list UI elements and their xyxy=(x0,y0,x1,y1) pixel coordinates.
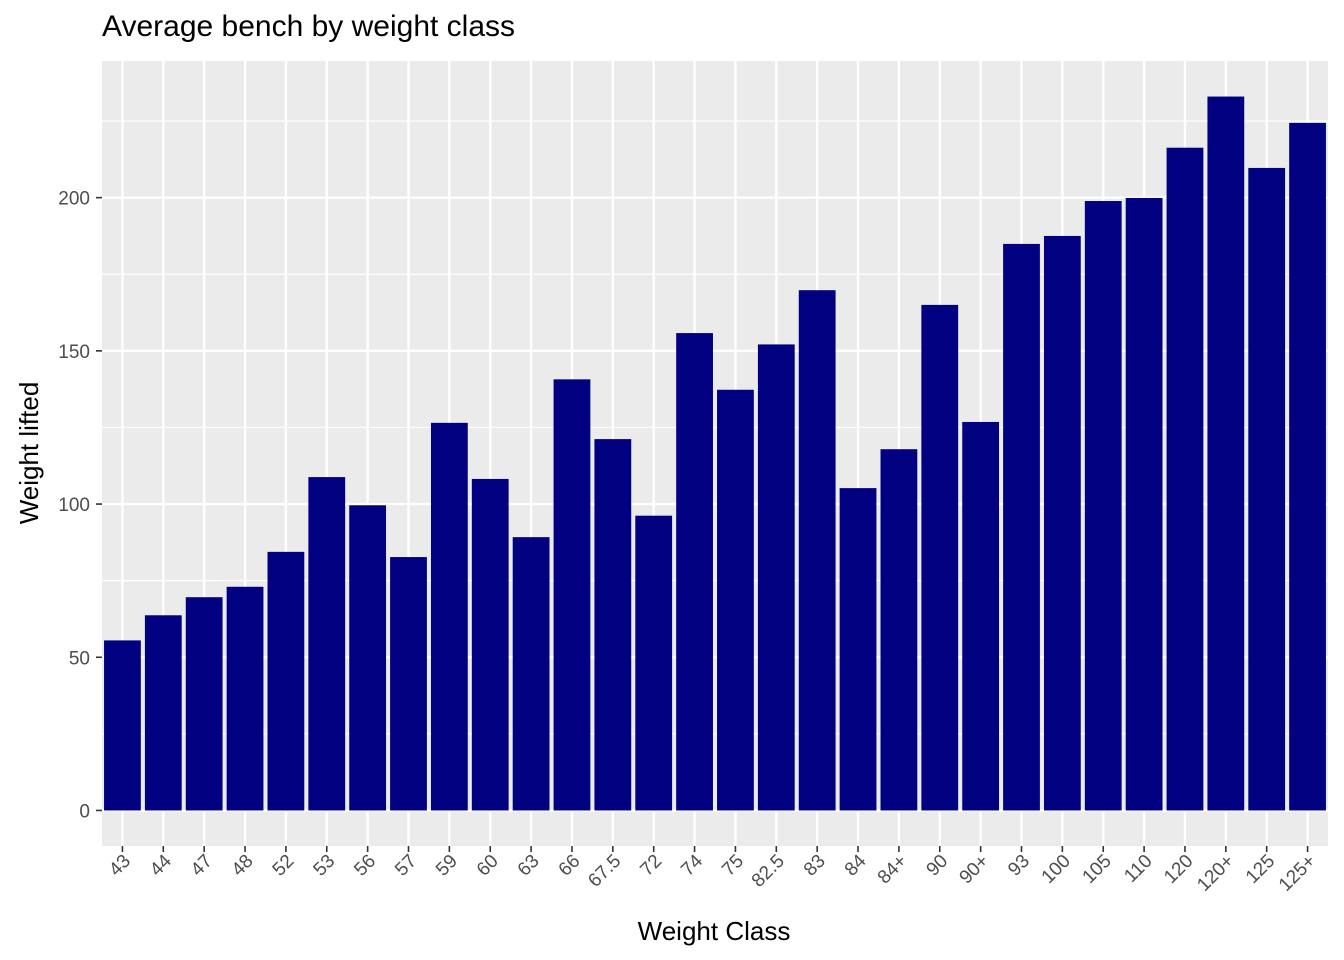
x-tick-label: 59 xyxy=(432,851,462,881)
x-tick-label: 56 xyxy=(350,851,380,881)
x-tick-label: 120+ xyxy=(1193,851,1238,896)
chart-title: Average bench by weight class xyxy=(102,10,516,43)
x-tick-label: 47 xyxy=(187,851,217,881)
bar xyxy=(1166,147,1204,811)
bar xyxy=(1125,197,1163,811)
x-axis-title: Weight Class xyxy=(638,916,791,946)
bar xyxy=(512,537,550,811)
plot-panel xyxy=(102,61,1328,846)
bar xyxy=(390,557,427,811)
y-tick-label: 150 xyxy=(58,342,90,363)
x-tick-label: 120 xyxy=(1160,851,1197,888)
bar xyxy=(717,389,754,811)
x-tick-label: 67.5 xyxy=(584,851,625,892)
x-tick-label: 84 xyxy=(841,850,871,880)
bar xyxy=(1043,235,1081,811)
bar xyxy=(921,304,959,811)
bar xyxy=(880,449,918,811)
bar xyxy=(553,379,591,811)
bar xyxy=(962,421,1000,811)
x-tick-label: 110 xyxy=(1120,851,1156,887)
x-tick-label: 83 xyxy=(800,851,830,881)
bar xyxy=(839,488,877,811)
minor-gridlines xyxy=(102,120,1328,735)
x-tick-label: 100 xyxy=(1038,851,1075,888)
bar xyxy=(1084,201,1122,811)
x-tick-label: 52 xyxy=(269,851,299,881)
bar xyxy=(635,515,673,811)
bar xyxy=(430,422,468,811)
bar xyxy=(144,615,182,811)
x-tick-label: 63 xyxy=(514,851,544,881)
x-tick-label: 48 xyxy=(228,851,258,881)
x-tick-label: 53 xyxy=(310,851,340,881)
bar xyxy=(349,505,387,811)
bar xyxy=(104,640,141,811)
x-tick-label: 93 xyxy=(1004,851,1034,881)
bar xyxy=(1289,122,1326,811)
x-tick-label: 90 xyxy=(923,851,953,881)
bar xyxy=(594,439,632,811)
x-tick-label: 60 xyxy=(473,851,503,881)
y-axis: 0 50 100 150 200 xyxy=(58,189,102,822)
x-tick-label: 66 xyxy=(555,851,585,881)
bars xyxy=(104,96,1326,811)
x-tick-label: 44 xyxy=(146,850,176,880)
x-tick-label: 43 xyxy=(105,851,135,881)
x-tick-label: 75 xyxy=(718,851,748,881)
bar xyxy=(226,586,264,811)
bar xyxy=(308,477,346,811)
bar xyxy=(798,290,836,811)
x-tick-label: 74 xyxy=(677,850,707,880)
x-tick-label: 105 xyxy=(1079,851,1116,888)
bar xyxy=(1207,96,1245,811)
y-axis-title: Weight lifted xyxy=(14,382,44,525)
x-tick-label: 57 xyxy=(391,851,421,881)
bar xyxy=(1248,167,1286,811)
y-tick-label: 0 xyxy=(79,801,90,822)
bar xyxy=(1003,243,1040,811)
bar xyxy=(676,333,713,811)
x-axis: 43 44 47 48 52 53 56 57 59 60 63 66 67.5 72 74 75 82.5 83… xyxy=(105,846,1320,896)
bar xyxy=(267,551,305,811)
bar xyxy=(185,597,223,811)
x-tick-label: 125 xyxy=(1242,851,1279,888)
bar xyxy=(471,478,509,811)
x-tick-label: 84+ xyxy=(874,851,912,889)
x-tick-label: 72 xyxy=(636,851,666,881)
x-tick-label: 90+ xyxy=(956,851,994,889)
y-tick-label: 50 xyxy=(69,648,90,669)
x-tick-label: 125+ xyxy=(1275,851,1320,896)
y-tick-label: 100 xyxy=(58,495,90,516)
x-tick-label: 82.5 xyxy=(748,851,789,892)
bar xyxy=(757,344,795,811)
y-tick-label: 200 xyxy=(58,189,90,210)
